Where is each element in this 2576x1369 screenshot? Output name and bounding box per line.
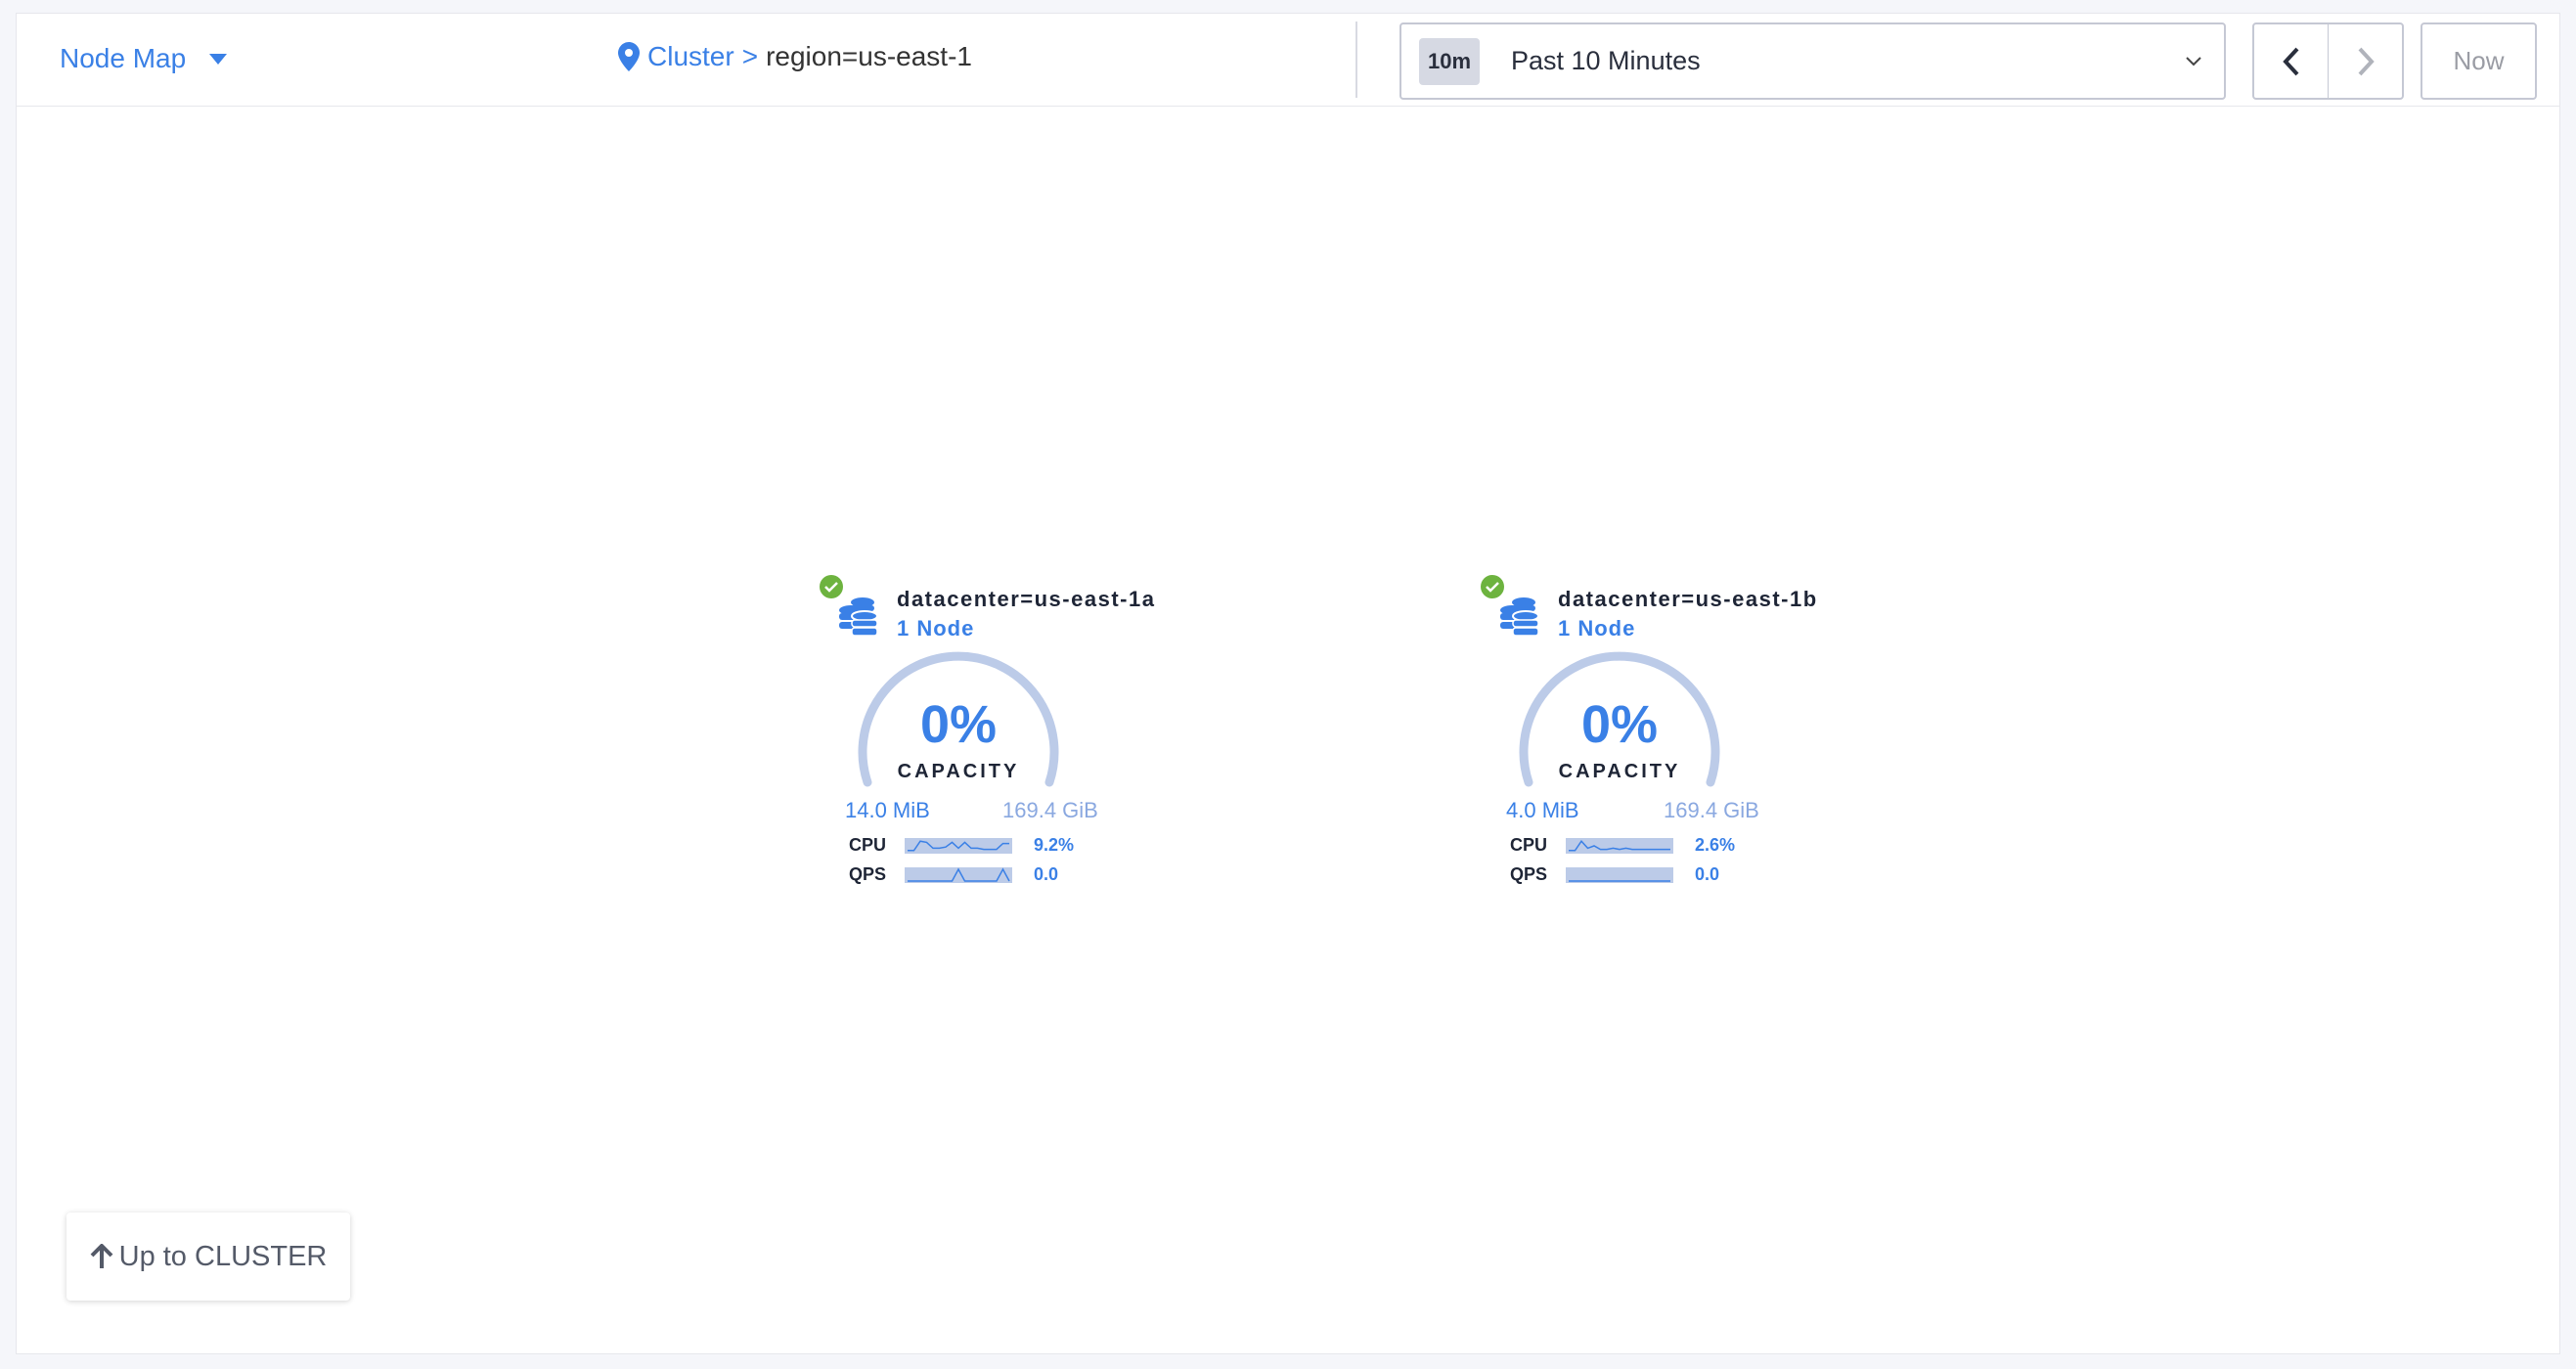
healthy-check-icon	[1481, 575, 1504, 598]
used-capacity: 4.0 MiB	[1506, 798, 1579, 822]
database-icon	[839, 597, 878, 637]
now-button[interactable]: Now	[2421, 22, 2537, 100]
qps-label: QPS	[1510, 864, 1548, 884]
arrow-up-icon	[90, 1244, 113, 1268]
chevron-down-icon	[2186, 57, 2201, 66]
time-nav	[2252, 22, 2404, 100]
time-range-label: Past 10 Minutes	[1511, 46, 1701, 75]
qps-value: 0.0	[1695, 864, 1720, 884]
chevron-right-icon	[2358, 47, 2375, 75]
capacity-gauge	[858, 651, 1059, 787]
breadcrumb-current: region=us-east-1	[766, 41, 972, 71]
cpu-sparkline	[905, 838, 1012, 854]
qps-sparkline	[1566, 867, 1673, 883]
total-capacity: 169.4 GiB	[1002, 798, 1098, 822]
capacity-percent: 0%	[1580, 695, 1659, 754]
caret-down-icon	[209, 53, 228, 65]
map-pin-icon	[618, 42, 640, 71]
breadcrumb: Cluster > region=us-east-1	[618, 41, 972, 72]
capacity-percent: 0%	[919, 695, 998, 754]
node-count: 1 Node	[897, 616, 975, 640]
time-range-badge: 10m	[1419, 38, 1480, 85]
previous-time-button[interactable]	[2254, 24, 2328, 98]
header-divider	[1355, 22, 1357, 98]
cpu-sparkline	[1566, 838, 1673, 854]
total-capacity: 169.4 GiB	[1664, 798, 1759, 822]
capacity-gauge	[1519, 651, 1720, 787]
locality-card[interactable]: datacenter=us-east-1b 1 Node 0% CAPACITY…	[1463, 557, 1854, 890]
cpu-label: CPU	[1510, 835, 1548, 855]
top-bar: Node Map Cluster > region=us-east-1 10m …	[16, 13, 2560, 106]
locality-card[interactable]: datacenter=us-east-1a 1 Node 0% CAPACITY…	[802, 557, 1193, 890]
cpu-sparkline-line	[1569, 839, 1670, 852]
node-count: 1 Node	[1558, 616, 1636, 640]
breadcrumb-cluster-link[interactable]: Cluster	[647, 41, 734, 71]
capacity-label: CAPACITY	[897, 761, 1020, 782]
database-icon	[1500, 597, 1539, 637]
cpu-value: 2.6%	[1695, 835, 1736, 855]
cpu-value: 9.2%	[1034, 835, 1075, 855]
chevron-left-icon	[2282, 47, 2298, 75]
qps-value: 0.0	[1034, 864, 1059, 884]
up-to-cluster-label: Up to CLUSTER	[118, 1240, 328, 1272]
cpu-sparkline-line	[908, 840, 1009, 852]
capacity-label: CAPACITY	[1558, 761, 1681, 782]
breadcrumb-separator: >	[741, 41, 759, 71]
qps-label: QPS	[849, 864, 887, 884]
cpu-label: CPU	[849, 835, 887, 855]
qps-sparkline	[905, 867, 1012, 883]
up-to-cluster-button[interactable]: Up to CLUSTER	[67, 1213, 350, 1301]
healthy-check-icon	[820, 575, 843, 598]
used-capacity: 14.0 MiB	[845, 798, 930, 822]
node-map-canvas	[16, 106, 2560, 1354]
next-time-button[interactable]	[2328, 24, 2402, 98]
time-range-select[interactable]: 10m Past 10 Minutes	[1399, 22, 2226, 100]
view-selector-label: Node Map	[60, 43, 187, 73]
locality-name[interactable]: datacenter=us-east-1b	[1558, 587, 1818, 611]
view-selector-dropdown[interactable]: Node Map	[60, 43, 228, 74]
locality-name[interactable]: datacenter=us-east-1a	[897, 587, 1156, 611]
qps-sparkline-line	[908, 867, 1010, 882]
